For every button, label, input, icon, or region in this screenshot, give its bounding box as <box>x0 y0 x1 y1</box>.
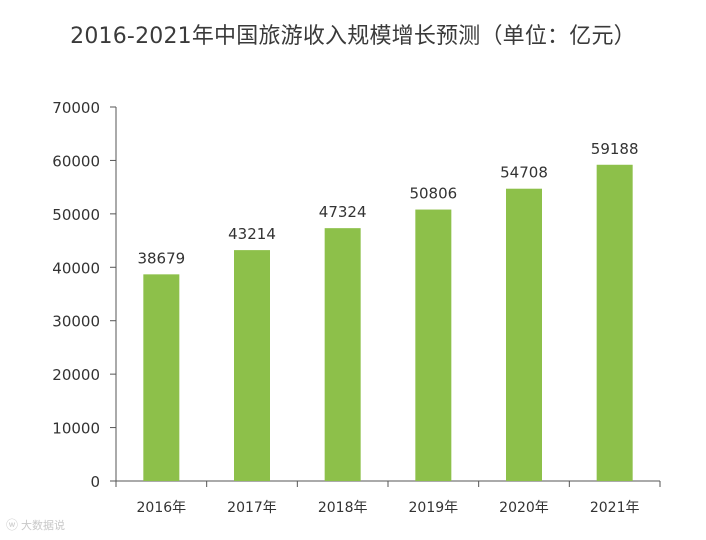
bar <box>596 164 633 481</box>
x-tick-label: 2019年 <box>409 500 459 516</box>
bar <box>506 188 542 481</box>
y-tick-label: 30000 <box>52 313 100 331</box>
bar <box>143 274 180 481</box>
x-tick-label: 2017年 <box>227 500 277 516</box>
chart-title: 2016-2021年中国旅游收入规模增长预测（单位：亿元） <box>70 24 636 49</box>
data-label: 54708 <box>500 164 548 182</box>
data-label: 43214 <box>228 225 276 243</box>
bars <box>143 164 633 482</box>
x-tick-label: 2016年 <box>137 500 187 516</box>
x-axis: 2016年 2017年 2018年 2019年 2020年 2021年 <box>115 480 661 516</box>
y-tick-label: 40000 <box>52 259 100 277</box>
bar <box>324 228 361 481</box>
watermark-text: 大数据说 <box>21 519 66 532</box>
data-label: 59188 <box>591 140 639 158</box>
y-axis: 0 10000 20000 30000 40000 50000 60000 70000 <box>52 99 117 491</box>
x-tick-label: 2020年 <box>499 500 549 516</box>
y-tick-label: 20000 <box>52 366 100 384</box>
bar <box>234 250 270 481</box>
data-labels: 38679 43214 47324 50806 54708 59188 <box>137 140 638 268</box>
x-tick-label: 2021年 <box>590 500 640 516</box>
x-tick-label: 2018年 <box>318 500 368 516</box>
y-tick-label: 10000 <box>52 420 100 438</box>
y-tick-label: 60000 <box>52 152 100 170</box>
data-label: 38679 <box>137 249 185 267</box>
y-tick-label: 0 <box>90 473 100 491</box>
watermark: ⓦ 大数据说 <box>6 516 65 533</box>
bar <box>415 209 452 482</box>
weibo-icon: ⓦ <box>6 518 19 532</box>
data-label: 47324 <box>319 203 367 221</box>
y-tick-label: 50000 <box>52 206 100 224</box>
y-tick-label: 70000 <box>52 99 100 117</box>
data-label: 50806 <box>409 185 457 203</box>
